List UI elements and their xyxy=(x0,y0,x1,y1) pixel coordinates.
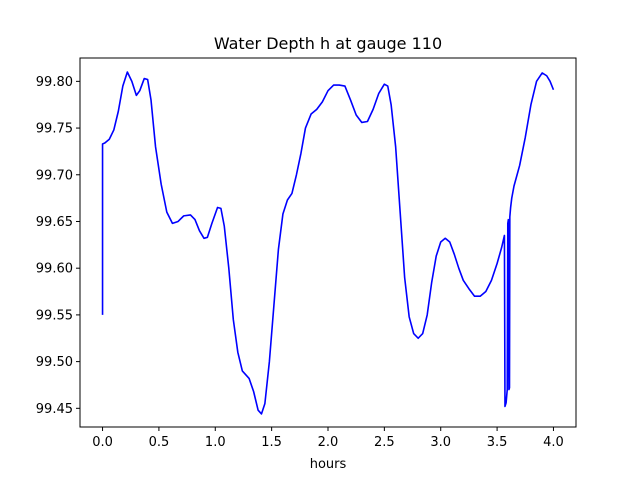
y-tick-label: 99.50 xyxy=(36,355,73,370)
x-tick-label: 3.5 xyxy=(487,435,508,450)
y-tick-label: 99.80 xyxy=(36,75,73,90)
plot-area xyxy=(101,71,555,415)
y-tick-label: 99.45 xyxy=(36,402,73,417)
x-axis: 0.0 0.5 1.0 1.5 2.0 2.5 3.0 3.5 4.0 xyxy=(92,427,564,450)
chart-title: Water Depth h at gauge 110 xyxy=(214,34,442,53)
x-tick-label: 3.0 xyxy=(430,435,451,450)
x-tick-label: 2.5 xyxy=(374,435,395,450)
y-tick-label: 99.60 xyxy=(36,262,73,277)
x-tick-label: 0.0 xyxy=(92,435,113,450)
series-line-0 xyxy=(101,71,555,415)
y-axis: 99.45 99.50 99.55 99.60 99.65 99.70 99.75 99.80 xyxy=(36,75,80,417)
y-tick-label: 99.55 xyxy=(36,308,73,323)
y-tick-label: 99.70 xyxy=(36,168,73,183)
x-tick-label: 0.5 xyxy=(149,435,170,450)
x-tick-label: 2.0 xyxy=(318,435,339,450)
x-axis-label: hours xyxy=(310,457,347,472)
x-tick-label: 1.5 xyxy=(261,435,282,450)
x-tick-label: 4.0 xyxy=(543,435,564,450)
plot-frame xyxy=(79,57,577,428)
x-tick-label: 1.0 xyxy=(205,435,226,450)
y-tick-label: 99.65 xyxy=(36,215,73,230)
y-tick-label: 99.75 xyxy=(36,122,73,137)
